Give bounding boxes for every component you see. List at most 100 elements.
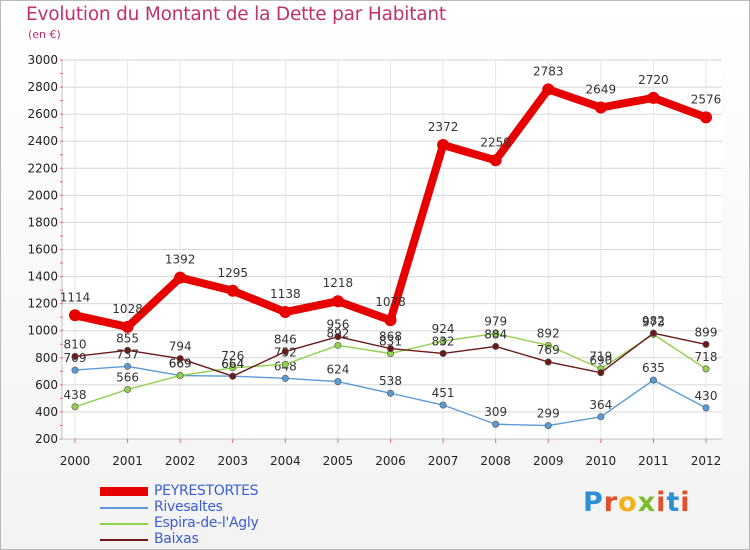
y-tick-label: 2400 (27, 134, 58, 148)
data-point (71, 403, 79, 411)
data-point (279, 306, 292, 319)
y-tick-label: 3000 (27, 53, 58, 67)
data-label: 884 (484, 327, 507, 341)
data-label: 956 (326, 318, 349, 332)
data-point (702, 340, 710, 348)
data-point (124, 346, 132, 354)
data-point (597, 413, 605, 421)
legend-item-rivesaltes: Rivesaltes (100, 499, 360, 516)
chart-subtitle: (en €) (28, 28, 61, 41)
data-label: 624 (326, 363, 349, 377)
data-point (331, 295, 344, 308)
data-point (124, 385, 132, 393)
x-tick-label: 2007 (428, 454, 459, 468)
data-label: 1392 (165, 253, 196, 267)
data-point (386, 389, 394, 397)
data-label: 1078 (375, 295, 406, 309)
data-point (492, 330, 500, 338)
data-point (334, 378, 342, 386)
y-tick-label: 200 (35, 432, 58, 446)
y-tick-label: 400 (35, 405, 58, 419)
data-label: 831 (379, 335, 402, 349)
data-point (702, 404, 710, 412)
data-label: 2372 (428, 120, 459, 134)
x-tick-label: 2001 (112, 454, 143, 468)
data-point (229, 372, 237, 380)
data-point (702, 365, 710, 373)
data-point (489, 154, 502, 167)
data-point (386, 345, 394, 353)
y-tick-label: 2800 (27, 80, 58, 94)
data-label: 451 (432, 386, 455, 400)
data-label: 2720 (638, 73, 669, 87)
y-tick-label: 1800 (27, 215, 58, 229)
data-label: 769 (537, 343, 560, 357)
data-label: 690 (589, 354, 612, 368)
legend-swatch-baixas (100, 539, 148, 541)
data-label: 868 (379, 330, 402, 344)
legend-label-espira: Espira-de-l'Agly (154, 515, 259, 531)
data-label: 899 (695, 325, 718, 339)
y-tick-label: 1600 (27, 243, 58, 257)
legend-label-rivesaltes: Rivesaltes (154, 499, 223, 515)
legend-swatch-espira (100, 523, 148, 525)
y-tick-label: 800 (35, 351, 58, 365)
x-tick-label: 2004 (270, 454, 301, 468)
data-label: 2576 (691, 92, 722, 106)
y-tick-label: 1400 (27, 270, 58, 284)
data-label: 719 (589, 350, 612, 364)
data-point (439, 401, 447, 409)
data-label: 299 (537, 407, 560, 421)
legend-item-peyrestortes: PEYRESTORTES (100, 483, 360, 500)
data-point (71, 366, 79, 374)
data-label: 1114 (60, 290, 91, 304)
data-point (700, 111, 712, 124)
chart-title: Evolution du Montant de la Dette par Hab… (26, 4, 446, 25)
data-point (281, 348, 289, 356)
data-label: 726 (221, 349, 244, 363)
data-label: 566 (116, 370, 139, 384)
x-tick-label: 2009 (533, 454, 564, 468)
legend-label-peyrestortes: PEYRESTORTES (154, 483, 259, 499)
data-point (544, 422, 552, 430)
legend-swatch-peyrestortes (100, 487, 148, 496)
data-label: 438 (64, 388, 87, 402)
data-label: 892 (537, 326, 560, 340)
data-label: 1218 (323, 276, 354, 290)
data-label: 810 (64, 337, 87, 351)
y-tick-label: 2000 (27, 188, 58, 202)
data-point (544, 358, 552, 366)
data-point (649, 329, 657, 337)
data-label: 982 (642, 314, 665, 328)
y-tick-label: 1000 (27, 324, 58, 338)
data-point (544, 341, 552, 349)
data-label: 832 (432, 334, 455, 348)
data-point (124, 362, 132, 370)
legend-swatch-rivesaltes (100, 507, 148, 509)
data-label: 718 (695, 350, 718, 364)
legend-item-espira: Espira-de-l'Agly (100, 515, 360, 532)
proxiti-logo: Proxiti (583, 487, 691, 518)
data-point (439, 337, 447, 345)
data-point (226, 284, 239, 297)
data-label: 538 (379, 374, 402, 388)
data-label: 1295 (217, 266, 248, 280)
data-point (647, 91, 660, 104)
data-point (649, 376, 657, 384)
data-label: 1138 (270, 287, 301, 301)
data-point (69, 309, 81, 322)
data-point (492, 420, 500, 428)
legend: PEYRESTORTES Rivesaltes Espira-de-l'Agly… (100, 483, 360, 548)
data-label: 430 (695, 389, 718, 403)
data-point (384, 314, 397, 327)
data-label: 979 (484, 315, 507, 329)
x-tick-label: 2002 (165, 454, 196, 468)
x-tick-label: 2000 (60, 454, 91, 468)
data-point (334, 333, 342, 341)
data-point (176, 372, 184, 380)
x-tick-label: 2011 (638, 454, 669, 468)
y-tick-label: 2200 (27, 161, 58, 175)
data-label: 364 (589, 398, 612, 412)
data-point (281, 360, 289, 368)
x-tick-label: 2006 (375, 454, 406, 468)
